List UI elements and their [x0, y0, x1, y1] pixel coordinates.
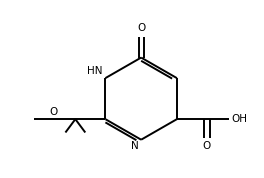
Text: N: N — [131, 141, 139, 151]
Text: O: O — [203, 141, 211, 151]
Text: O: O — [50, 107, 58, 117]
Text: O: O — [137, 23, 145, 33]
Text: OH: OH — [232, 114, 248, 124]
Text: HN: HN — [87, 66, 102, 76]
